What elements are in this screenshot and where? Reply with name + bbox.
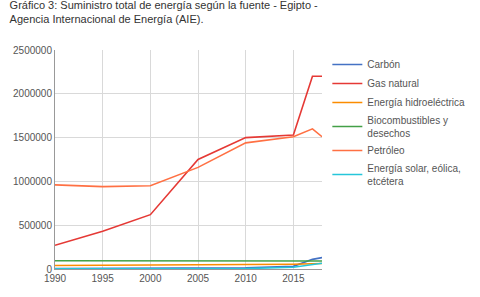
svg-text:2005: 2005 — [187, 273, 210, 284]
svg-text:0: 0 — [46, 264, 52, 275]
svg-text:Gas natural: Gas natural — [367, 78, 419, 89]
svg-text:Energía solar, eólica,etcétera: Energía solar, eólica,etcétera — [367, 163, 460, 187]
svg-text:Carbón: Carbón — [367, 59, 400, 70]
svg-text:Petróleo: Petróleo — [367, 145, 405, 156]
svg-text:2000000: 2000000 — [13, 88, 52, 99]
svg-text:Biocombustibles ydesechos: Biocombustibles ydesechos — [367, 115, 448, 139]
svg-text:2000: 2000 — [139, 273, 162, 284]
svg-text:500000: 500000 — [19, 220, 53, 231]
svg-text:1995: 1995 — [92, 273, 115, 284]
svg-text:2015: 2015 — [282, 273, 305, 284]
svg-text:Energía hidroeléctrica: Energía hidroeléctrica — [367, 97, 465, 108]
svg-text:1500000: 1500000 — [13, 132, 52, 143]
svg-text:2500000: 2500000 — [13, 45, 52, 56]
svg-text:2010: 2010 — [235, 273, 258, 284]
svg-text:1990: 1990 — [44, 273, 67, 284]
svg-text:Gráfico 3: Suministro total de: Gráfico 3: Suministro total de energía s… — [10, 0, 319, 25]
svg-text:1000000: 1000000 — [13, 176, 52, 187]
